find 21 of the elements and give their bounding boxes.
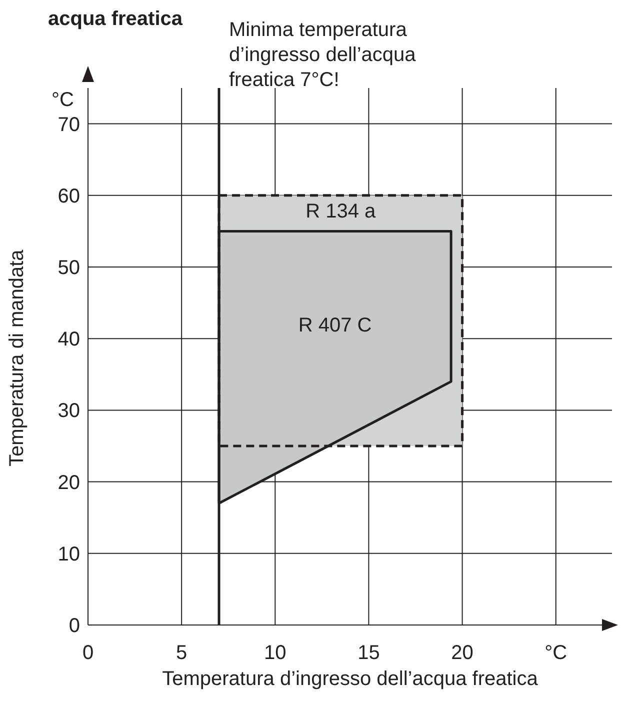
y-axis-title: Temperatura di mandata [6, 248, 28, 466]
y-tick-label: 60 [58, 185, 80, 208]
x-tick-label: °C [544, 642, 568, 664]
x-tick-label: 0 [82, 642, 94, 664]
x-tick-label: 5 [176, 642, 188, 664]
y-tick-label: 40 [58, 328, 80, 351]
ref-line-label: Minima temperatura d’ingresso dell’acqua freatica 7°C! [229, 19, 417, 91]
series-label: R 407 C [298, 314, 372, 336]
text: °C [52, 89, 74, 111]
series-label: R 134 a [306, 200, 377, 222]
chart-title: acqua freatica [48, 8, 183, 31]
y-tick-label: 20 [58, 472, 80, 494]
y-tick-label: 30 [58, 400, 80, 422]
x-tick-label: 10 [264, 642, 286, 664]
y-tick-label: 10 [58, 543, 80, 566]
x-tick-label: 20 [451, 642, 474, 664]
y-tick-label: 70 [58, 114, 80, 136]
y-tick-label: 0 [68, 615, 80, 637]
x-axis-title: Temperatura d’ingresso dell’acqua freatica [162, 668, 539, 690]
y-tick-label: 50 [58, 257, 80, 279]
x-tick-label: 15 [358, 642, 380, 664]
